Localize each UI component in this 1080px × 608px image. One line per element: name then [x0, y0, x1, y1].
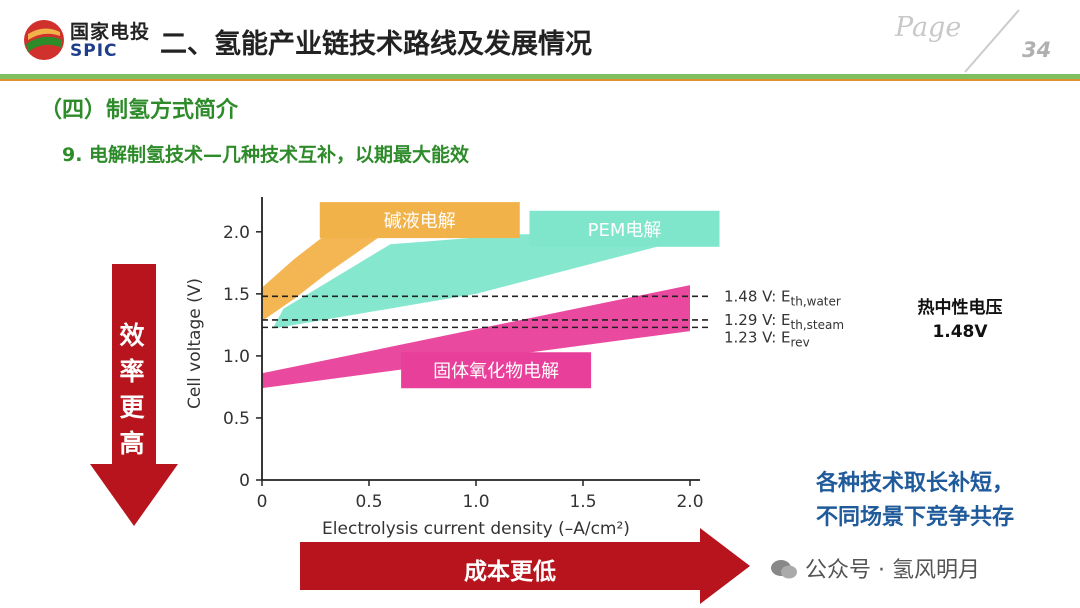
reference-label-sub: th,water	[791, 294, 841, 308]
header-rule-orange	[0, 79, 1080, 81]
series-label-0: 碱液电解	[384, 211, 456, 232]
series-band-2	[262, 285, 690, 389]
watermark-text: 公众号 · 氢风明月	[805, 558, 980, 583]
efficiency-char: 更	[119, 393, 145, 422]
header-rule-green	[0, 74, 1080, 79]
x-tick-label: 0	[257, 492, 268, 512]
reference-label-2: 1.23 V: Erev	[724, 328, 810, 349]
page-number: 34	[1022, 38, 1052, 62]
reference-label-sub: rev	[791, 335, 810, 349]
watermark: 公众号 · 氢风明月	[770, 552, 980, 584]
series-band-0	[262, 229, 391, 322]
efficiency-char: 效	[119, 321, 145, 350]
reference-label-1: 1.29 V: Eth,steam	[724, 311, 844, 332]
x-axis-label: Electrolysis current density (–A/cm²)	[322, 519, 630, 539]
y-tick-label: 0.5	[223, 409, 250, 429]
series-label-box-0	[319, 202, 520, 239]
reference-label-main: 1.23 V: E	[724, 328, 791, 346]
thermoneutral-label-line2: 1.48V	[932, 322, 988, 342]
x-tick-label: 0.5	[355, 492, 382, 512]
reference-label-main: 1.48 V: E	[724, 287, 791, 305]
wechat-icon	[770, 558, 798, 580]
page-divider-slash	[964, 9, 1020, 73]
y-tick-label: 1.0	[223, 347, 250, 367]
reference-label-0: 1.48 V: Eth,water	[724, 287, 841, 308]
y-tick-label: 1.5	[223, 285, 250, 305]
x-tick-label: 1.5	[569, 492, 596, 512]
series-band-1	[272, 234, 686, 329]
x-tick-label: 1.0	[462, 492, 489, 512]
logo-text-en: SPIC	[70, 41, 118, 61]
page-word: Page	[895, 12, 962, 43]
thermoneutral-label-line1: 热中性电压	[917, 298, 1003, 318]
conclusion-line1: 各种技术取长补短，	[815, 471, 1014, 496]
logo-text-cn: 国家电投	[70, 21, 151, 43]
sub-title: 9. 电解制氢技术—几种技术互补，以期最大能效	[62, 144, 470, 166]
section-title: （四）制氢方式简介	[40, 98, 239, 123]
cost-right-arrow-icon	[300, 528, 750, 604]
cost-arrow-label: 成本更低	[464, 559, 556, 585]
reference-label-sub: th,steam	[791, 318, 845, 332]
y-tick-label: 0	[239, 471, 250, 491]
y-axis-label: Cell voltage (V)	[185, 278, 205, 409]
page-title: 二、氢能产业链技术路线及发展情况	[160, 29, 592, 60]
spic-logo-icon	[24, 20, 64, 60]
series-label-2: 固体氧化物电解	[433, 361, 559, 382]
x-tick-label: 2.0	[676, 492, 703, 512]
series-label-box-1	[529, 210, 720, 247]
efficiency-char: 率	[119, 357, 145, 386]
conclusion-line2: 不同场景下竞争共存	[815, 505, 1014, 530]
thermoneutral-voltage-label: 热中性电压 1.48V	[905, 296, 1015, 344]
conclusion-text: 各种技术取长补短， 不同场景下竞争共存	[770, 467, 1060, 535]
efficiency-arrow-label: 效 率 更 高	[108, 318, 156, 462]
y-tick-label: 2.0	[223, 223, 250, 243]
series-label-box-2	[401, 352, 592, 389]
reference-label-main: 1.29 V: E	[724, 311, 791, 329]
efficiency-char: 高	[119, 429, 145, 458]
efficiency-down-arrow-icon	[90, 264, 178, 526]
series-label-1: PEM电解	[588, 220, 662, 241]
